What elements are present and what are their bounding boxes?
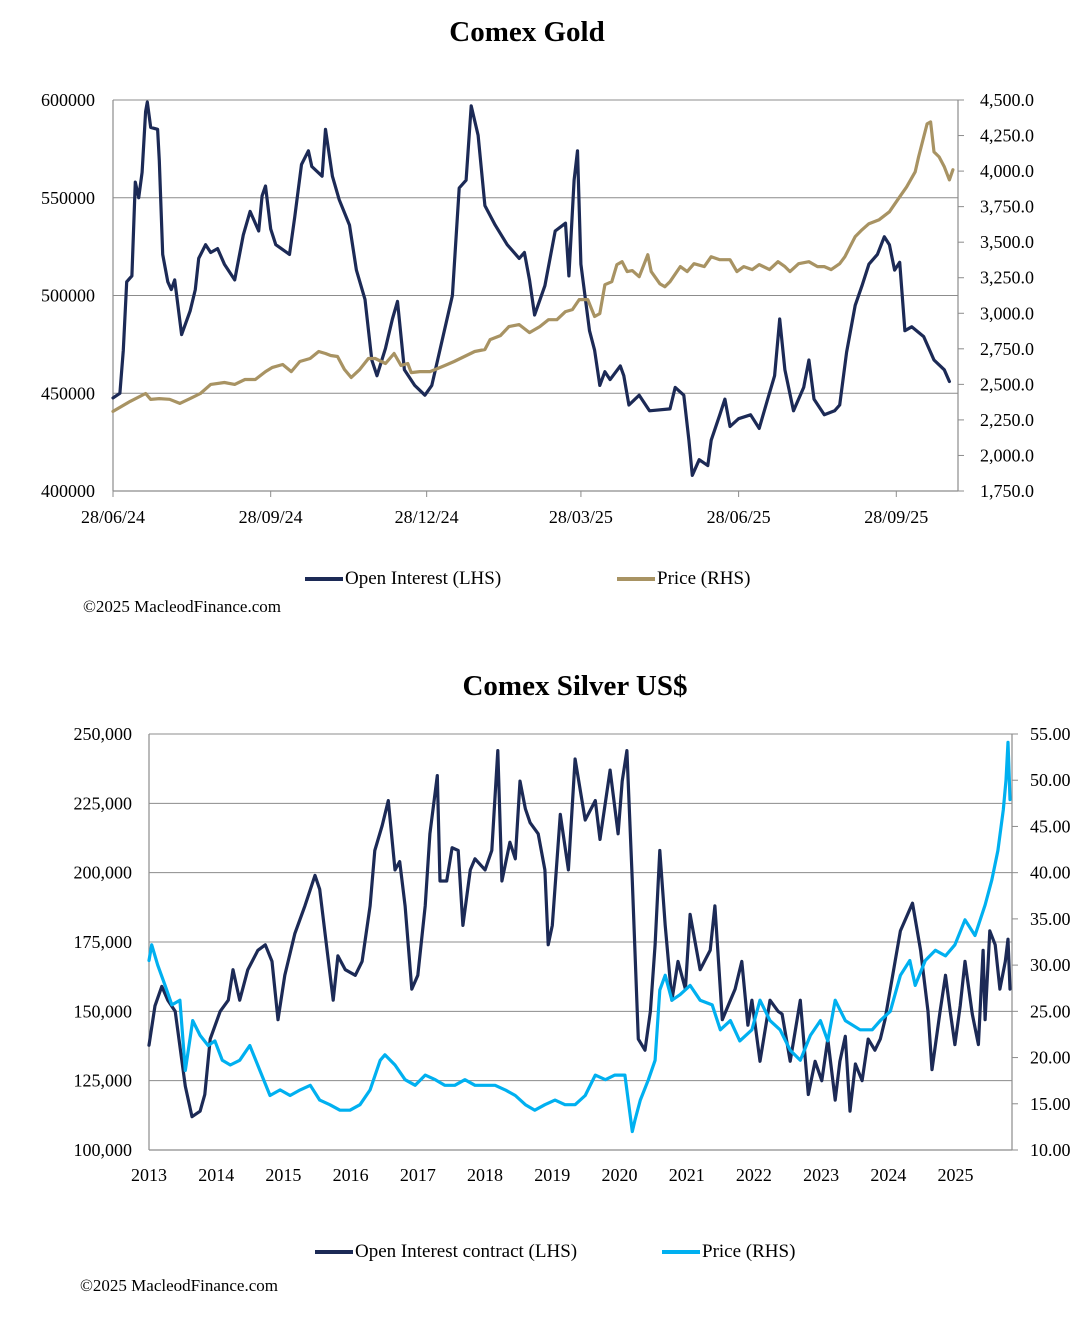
y-right-tick-label: 30.00 [1030, 955, 1071, 975]
y-right-tick-label: 2,250.0 [980, 410, 1034, 430]
y-right-tick-label: 4,000.0 [980, 161, 1034, 181]
y-right-tick-label: 10.00 [1030, 1140, 1071, 1160]
y-right-tick-label: 3,250.0 [980, 268, 1034, 288]
y-left-tick-label: 600000 [41, 90, 95, 110]
x-tick-label: 2015 [265, 1165, 301, 1185]
x-tick-label: 2020 [601, 1165, 637, 1185]
y-left-tick-label: 500000 [41, 286, 95, 306]
legend-label: Open Interest contract (LHS) [355, 1241, 578, 1262]
silver-legend-price: Price (RHS) [662, 1241, 795, 1263]
legend-label: Price (RHS) [702, 1241, 796, 1262]
x-tick-label: 2018 [467, 1165, 503, 1185]
gold-chart-title: Comex Gold [449, 16, 605, 48]
gold-legend-price: Price (RHS) [617, 568, 750, 590]
y-right-tick-label: 50.00 [1030, 770, 1071, 790]
y-left-tick-label: 150,000 [74, 1001, 133, 1021]
silver-chart-title: Comex Silver US$ [462, 670, 688, 702]
gold-copyright: ©2025 MacleodFinance.com [83, 597, 281, 616]
x-tick-label: 2017 [400, 1165, 436, 1185]
y-right-tick-label: 2,750.0 [980, 339, 1034, 359]
silver-legend-open-interest: Open Interest contract (LHS) [315, 1241, 577, 1263]
y-right-tick-label: 1,750.0 [980, 481, 1034, 501]
x-tick-label: 28/09/25 [864, 507, 928, 527]
y-left-tick-label: 175,000 [74, 932, 133, 952]
y-right-tick-label: 2,000.0 [980, 445, 1034, 465]
y-right-tick-label: 15.00 [1030, 1094, 1071, 1114]
series-line-price [111, 120, 955, 413]
y-left-tick-label: 400000 [41, 481, 95, 501]
y-right-tick-label: 35.00 [1030, 909, 1071, 929]
y-right-tick-label: 4,500.0 [980, 90, 1034, 110]
x-tick-label: 2023 [803, 1165, 839, 1185]
legend-swatch-tan-line [617, 577, 655, 581]
series-line-price [147, 740, 1012, 1134]
y-right-tick-label: 45.00 [1030, 816, 1071, 836]
series-line-open-interest [147, 748, 1012, 1119]
y-right-tick-label: 3,500.0 [980, 232, 1034, 252]
x-tick-label: 2024 [870, 1165, 906, 1185]
silver-copyright: ©2025 MacleodFinance.com [80, 1276, 278, 1295]
legend-label: Open Interest (LHS) [345, 568, 502, 589]
y-right-tick-label: 2,500.0 [980, 374, 1034, 394]
y-right-tick-label: 4,250.0 [980, 126, 1034, 146]
y-left-tick-label: 450000 [41, 383, 95, 403]
gold-chart: 400000 450000 500000 550000 600000 1,750.0 2,0… [41, 90, 1034, 527]
x-tick-label: 28/09/24 [239, 507, 303, 527]
x-tick-label: 2021 [669, 1165, 705, 1185]
y-left-tick-label: 125,000 [74, 1071, 133, 1091]
x-tick-label: 28/06/24 [81, 507, 145, 527]
x-tick-label: 28/03/25 [549, 507, 613, 527]
y-right-tick-label: 20.00 [1030, 1048, 1071, 1068]
y-left-tick-label: 550000 [41, 188, 95, 208]
x-tick-label: 2016 [333, 1165, 369, 1185]
x-tick-label: 2025 [938, 1165, 974, 1185]
x-tick-label: 28/06/25 [707, 507, 771, 527]
series-line-open-interest [111, 100, 952, 477]
y-right-tick-label: 25.00 [1030, 1001, 1071, 1021]
y-right-tick-label: 55.00 [1030, 724, 1071, 744]
x-tick-label: 2014 [198, 1165, 234, 1185]
y-left-tick-label: 200,000 [74, 863, 133, 883]
x-tick-label: 2013 [131, 1165, 167, 1185]
x-tick-label: 2019 [534, 1165, 570, 1185]
y-left-tick-label: 225,000 [74, 793, 133, 813]
y-right-tick-label: 3,750.0 [980, 197, 1034, 217]
y-left-tick-label: 100,000 [74, 1140, 133, 1160]
x-tick-label: 2022 [736, 1165, 772, 1185]
y-left-tick-label: 250,000 [74, 724, 133, 744]
x-tick-label: 28/12/24 [395, 507, 459, 527]
legend-swatch-navy-line [315, 1250, 353, 1254]
legend-label: Price (RHS) [657, 568, 751, 589]
legend-swatch-cyan-line [662, 1250, 700, 1254]
y-right-tick-label: 40.00 [1030, 863, 1071, 883]
legend-swatch-navy-line [305, 577, 343, 581]
y-right-tick-label: 3,000.0 [980, 303, 1034, 323]
silver-chart: 100,000 125,000 150,000 175,000 200,000 225,0… [74, 724, 1071, 1185]
gold-legend-open-interest: Open Interest (LHS) [305, 568, 501, 590]
